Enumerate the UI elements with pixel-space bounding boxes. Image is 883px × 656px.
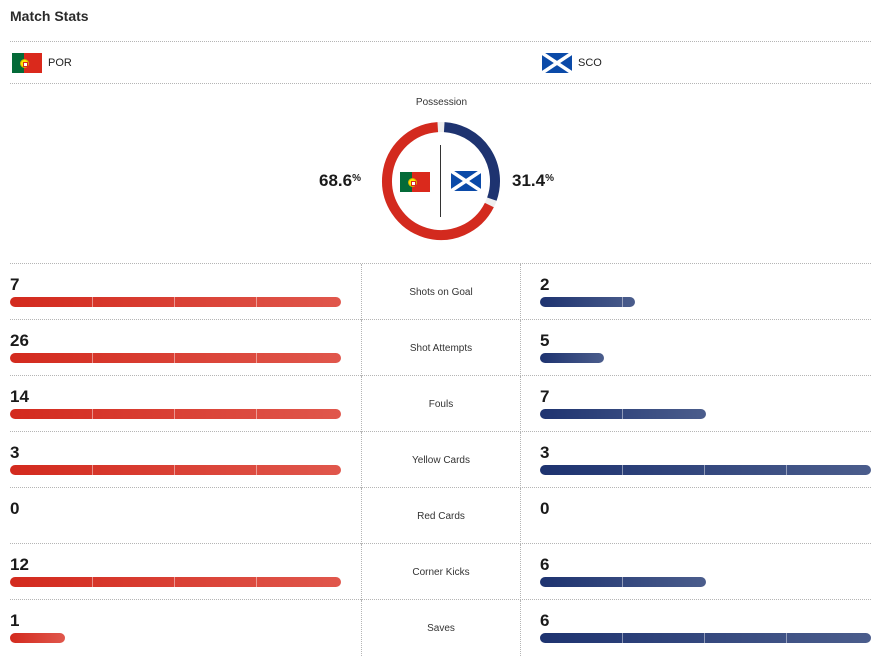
stat-row: 7 Shots on Goal 2	[10, 263, 871, 320]
away-stat-bar	[540, 633, 871, 643]
home-stat-value: 1	[10, 611, 20, 630]
stat-label: Red Cards	[417, 511, 465, 522]
away-stat-bar	[540, 409, 706, 419]
stat-label: Corner Kicks	[412, 567, 470, 578]
home-stat-value: 14	[10, 387, 29, 406]
home-stat-bar	[10, 297, 341, 307]
possession-donut-chart	[382, 122, 500, 240]
stat-label: Shot Attempts	[409, 343, 473, 354]
away-team-abbr: SCO	[578, 57, 602, 69]
home-stat-bar	[10, 409, 341, 419]
column-divider	[520, 432, 521, 488]
column-divider	[520, 544, 521, 600]
home-possession-number: 68.6	[319, 171, 353, 190]
stat-row: 0 Red Cards 0	[10, 487, 871, 544]
home-stat-bar	[10, 633, 65, 643]
away-stat-value: 6	[540, 611, 550, 630]
away-stat-value: 3	[540, 443, 550, 462]
home-stat-bar	[10, 353, 341, 363]
away-stat-value: 5	[540, 331, 550, 350]
portugal-flag-icon	[400, 172, 430, 192]
divider	[10, 41, 871, 42]
home-stat-value: 12	[10, 555, 29, 574]
match-stats-title: Match Stats	[10, 8, 89, 24]
column-divider	[520, 488, 521, 544]
away-stat-value: 0	[540, 499, 550, 518]
column-divider	[361, 320, 362, 376]
stat-row: 3 Yellow Cards 3	[10, 431, 871, 488]
stat-row: 14 Fouls 7	[10, 375, 871, 432]
home-stat-value: 26	[10, 331, 29, 350]
column-divider	[361, 376, 362, 432]
divider	[10, 83, 871, 84]
home-stat-bar	[10, 577, 341, 587]
column-divider	[520, 600, 521, 656]
away-possession-value: 31.4%	[512, 171, 554, 191]
home-stat-value: 7	[10, 275, 20, 294]
stat-row: 1 Saves 6	[10, 599, 871, 656]
home-stat-value: 0	[10, 499, 20, 518]
scotland-flag-icon	[542, 53, 572, 73]
column-divider	[361, 488, 362, 544]
away-stat-value: 2	[540, 275, 550, 294]
possession-label: Possession	[415, 97, 468, 108]
home-team-header: POR	[12, 52, 72, 74]
away-stat-bar	[540, 465, 871, 475]
away-team-header: SCO	[542, 52, 602, 74]
home-stat-bar	[10, 465, 341, 475]
away-stat-value: 7	[540, 387, 550, 406]
percent-unit: %	[545, 173, 554, 184]
stat-label: Fouls	[428, 399, 454, 410]
column-divider	[361, 544, 362, 600]
column-divider	[520, 320, 521, 376]
stat-row: 12 Corner Kicks 6	[10, 543, 871, 600]
scotland-flag-icon	[451, 171, 481, 191]
stats-table: 7 Shots on Goal 2 26 Shot Attempts 5 14 Fouls 7 3…	[10, 263, 871, 656]
column-divider	[361, 432, 362, 488]
stat-label: Yellow Cards	[412, 455, 470, 466]
away-stat-value: 6	[540, 555, 550, 574]
home-team-abbr: POR	[48, 57, 72, 69]
away-stat-bar	[540, 297, 635, 307]
possession-arc-away	[443, 122, 500, 201]
home-stat-value: 3	[10, 443, 20, 462]
column-divider	[520, 264, 521, 320]
stat-label: Shots on Goal	[409, 287, 473, 298]
portugal-flag-icon	[12, 53, 42, 73]
stat-label: Saves	[427, 623, 455, 634]
away-stat-bar	[540, 353, 604, 363]
possession-arc-home	[382, 122, 494, 240]
column-divider	[520, 376, 521, 432]
stat-row: 26 Shot Attempts 5	[10, 319, 871, 376]
column-divider	[361, 600, 362, 656]
home-possession-value: 68.6%	[319, 171, 361, 191]
away-possession-number: 31.4	[512, 171, 546, 190]
column-divider	[361, 264, 362, 320]
donut-divider	[440, 145, 441, 217]
percent-unit: %	[352, 173, 361, 184]
away-stat-bar	[540, 577, 706, 587]
